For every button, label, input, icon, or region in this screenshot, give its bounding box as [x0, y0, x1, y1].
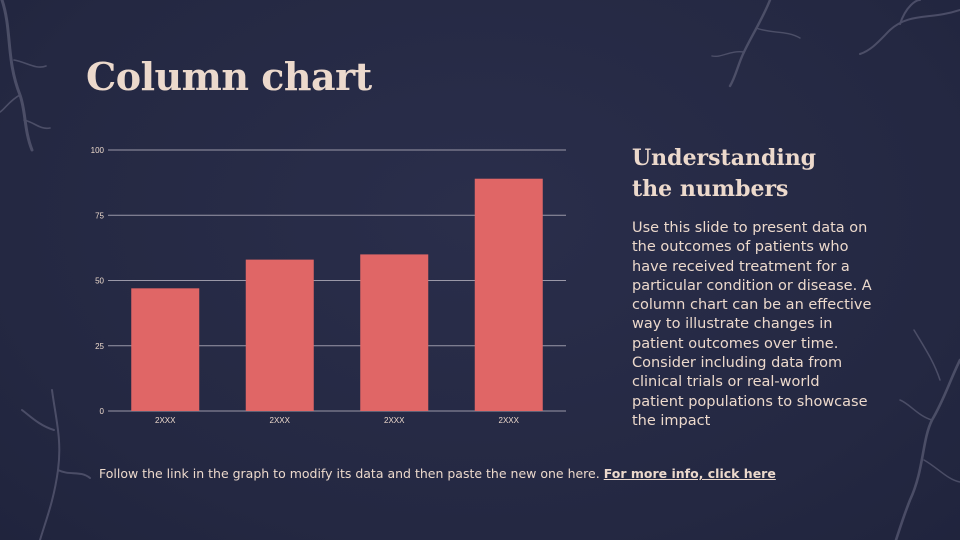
y-tick-label: 100 — [91, 146, 105, 155]
branch-top-left — [0, 0, 34, 152]
side-heading: Understanding the numbers — [632, 145, 817, 202]
branch-right-lower — [894, 358, 960, 540]
branch-top-right — [728, 0, 772, 88]
y-tick-label: 25 — [95, 342, 104, 351]
branch-bottom-left — [21, 389, 91, 540]
y-tick-label: 75 — [95, 211, 104, 220]
branch-top-left-twig — [0, 59, 51, 130]
bar[interactable] — [131, 288, 200, 411]
branch-far-right — [859, 0, 960, 55]
more-info-link[interactable]: For more info, click here — [603, 466, 776, 481]
y-tick-label: 50 — [95, 277, 104, 286]
footer-note: Follow the link in the graph to modify i… — [99, 466, 776, 481]
x-tick-label: 2XXX — [499, 416, 520, 425]
bar[interactable] — [474, 178, 543, 411]
side-description: Use this slide to present data on the ou… — [632, 220, 872, 429]
branch-top-right-twig — [711, 27, 801, 58]
tick-labels: 0 25 50 75 100 2XXX 2XXX 2XXX 2XXX — [91, 146, 520, 425]
x-tick-label: 2XXX — [155, 416, 176, 425]
x-tick-label: 2XXX — [270, 416, 291, 425]
bar[interactable] — [360, 254, 429, 411]
x-tick-label: 2XXX — [384, 416, 405, 425]
y-tick-label: 0 — [100, 407, 105, 416]
footer-text: Follow the link in the graph to modify i… — [99, 466, 600, 481]
bars — [131, 178, 543, 411]
slide-title: Column chart — [86, 54, 372, 99]
bar[interactable] — [245, 259, 314, 411]
column-chart[interactable]: 0 25 50 75 100 2XXX 2XXX 2XXX 2XXX — [88, 138, 578, 438]
branch-right-lower-twig — [899, 329, 960, 483]
